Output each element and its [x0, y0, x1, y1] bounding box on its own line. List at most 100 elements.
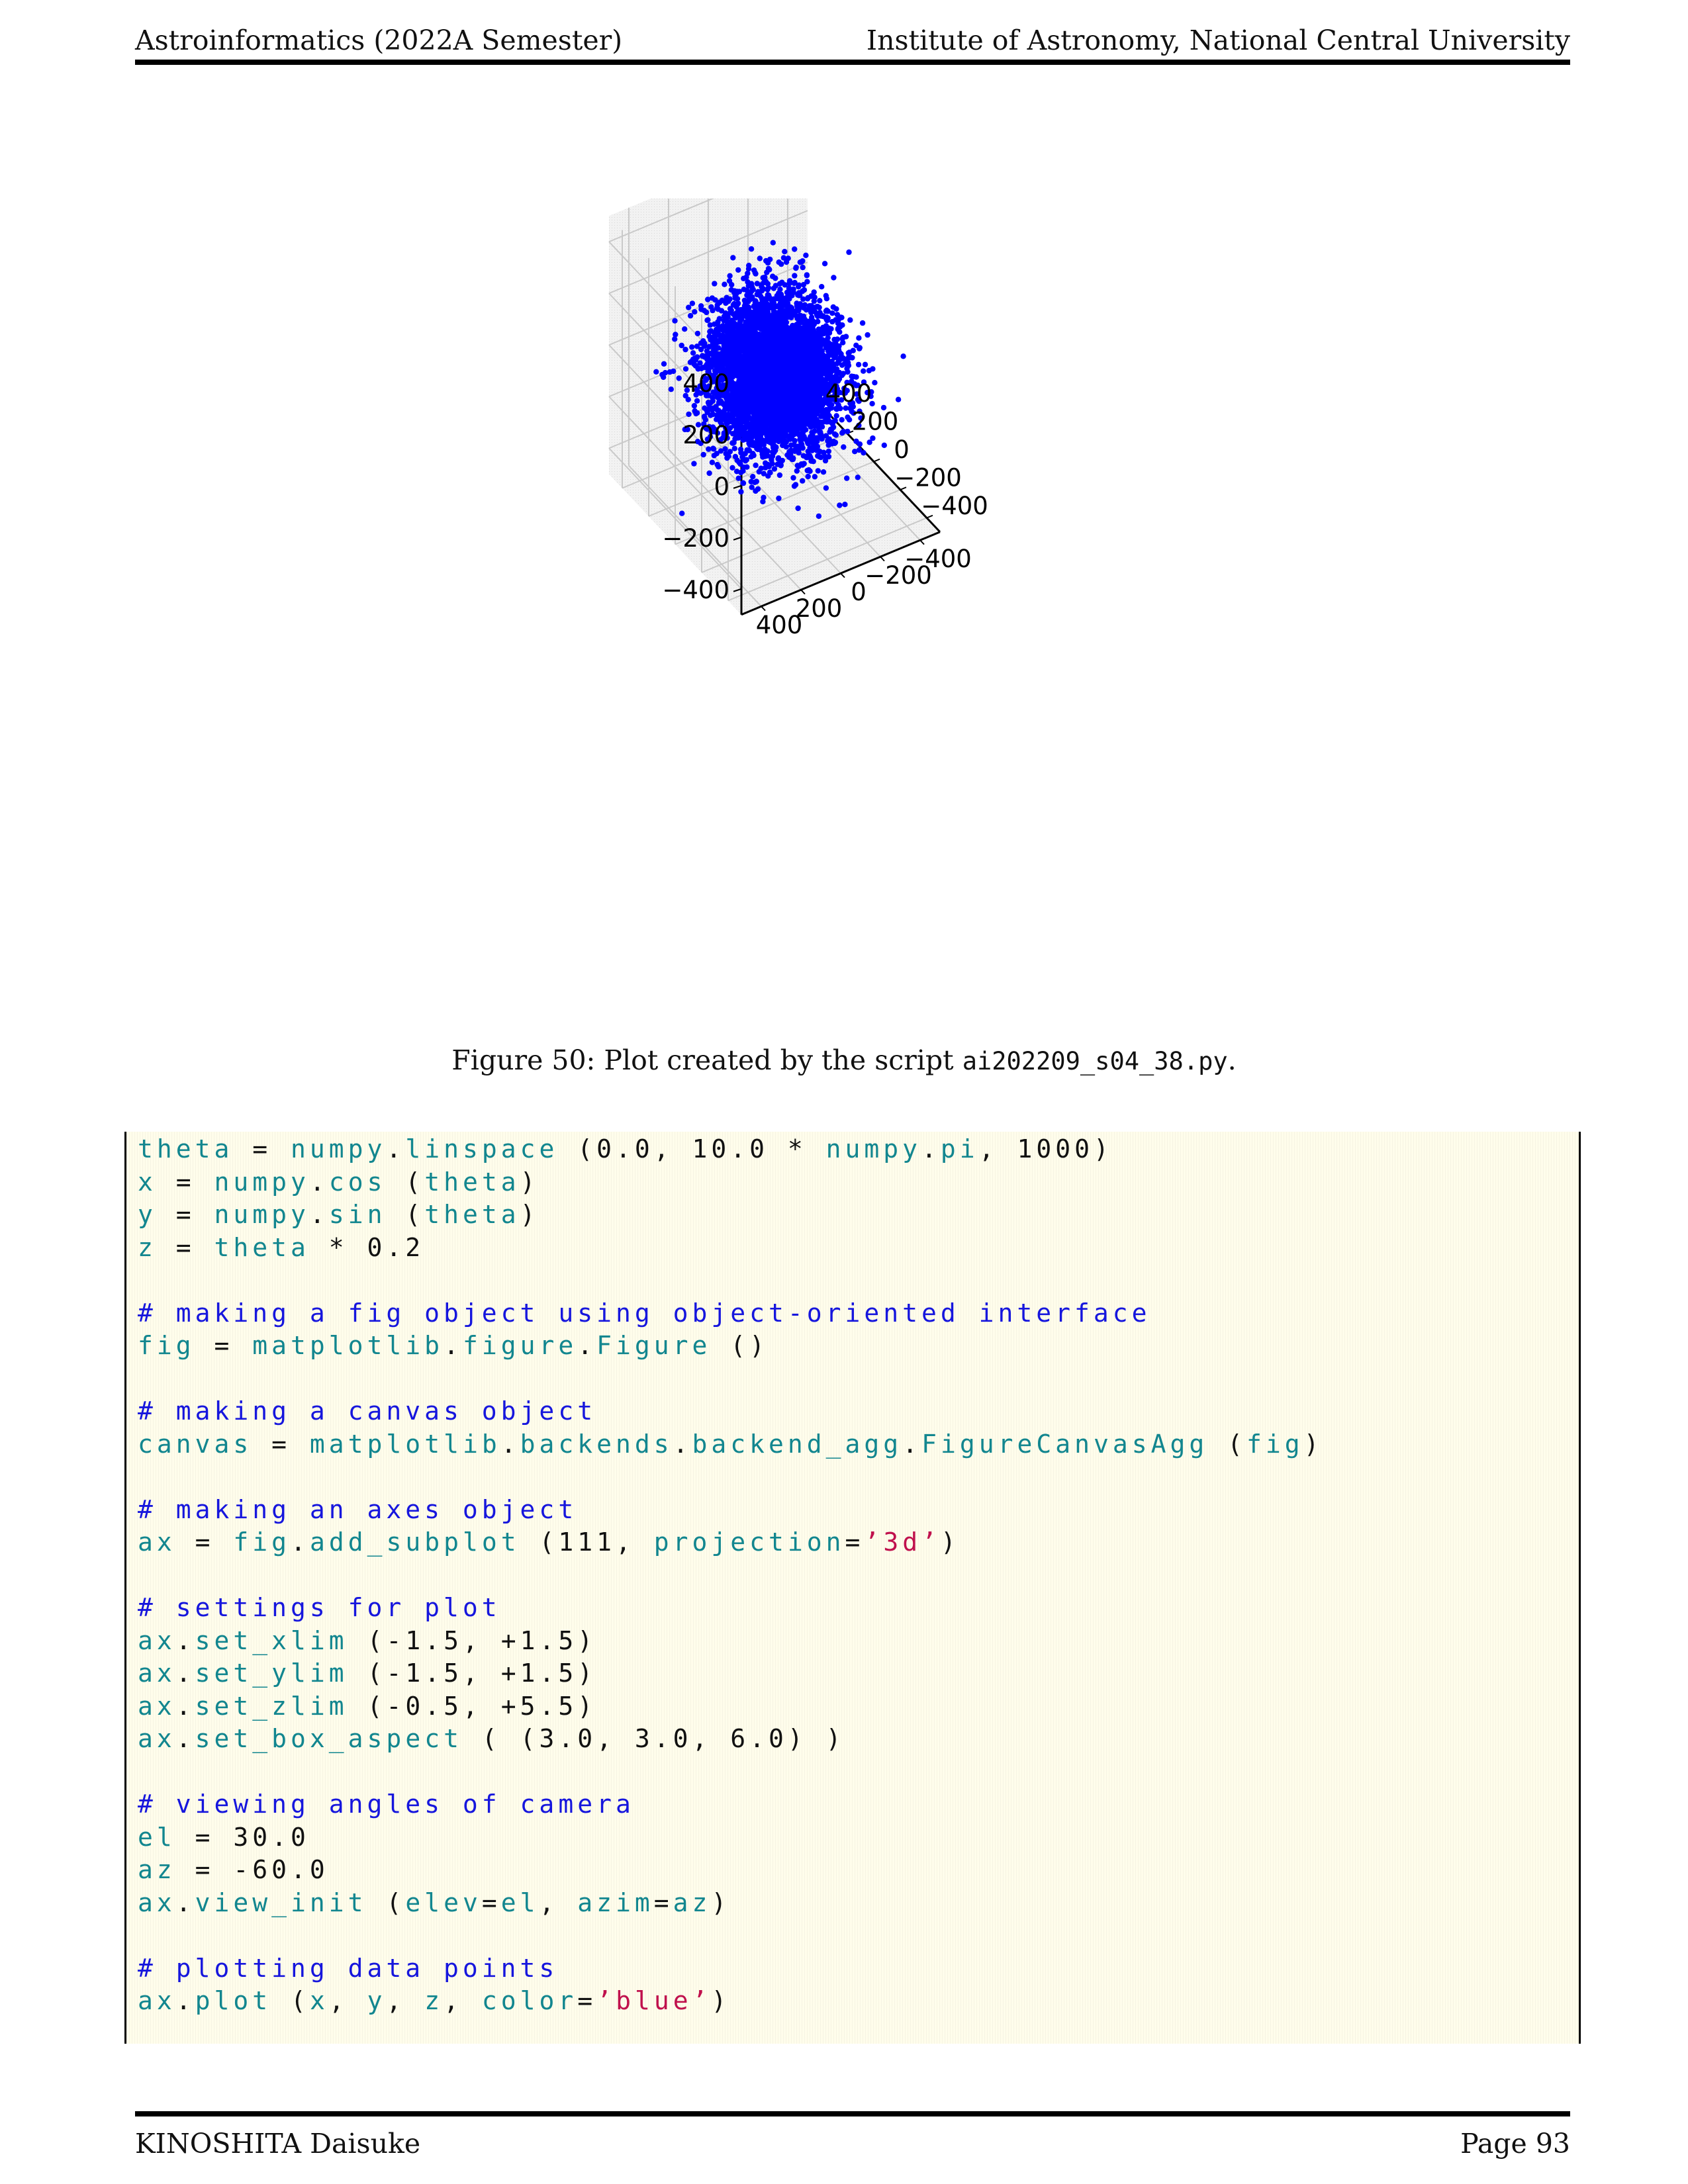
data-point — [753, 271, 759, 277]
data-point — [799, 373, 805, 379]
data-point — [682, 366, 689, 372]
data-point — [726, 453, 731, 459]
data-point — [793, 359, 799, 365]
data-point — [782, 428, 788, 435]
data-point — [724, 420, 730, 426]
data-point — [757, 365, 763, 371]
data-point — [792, 324, 798, 330]
data-point — [805, 473, 811, 480]
data-point — [797, 391, 804, 397]
data-point — [769, 340, 775, 345]
data-point — [726, 342, 732, 348]
data-point — [739, 306, 745, 313]
data-point — [750, 394, 756, 400]
data-point — [773, 370, 778, 376]
data-point — [806, 404, 812, 410]
data-point — [858, 415, 864, 421]
data-point — [794, 400, 800, 406]
data-point — [795, 292, 801, 298]
data-point — [741, 395, 747, 401]
data-point — [782, 398, 788, 404]
data-point — [747, 347, 753, 353]
data-point — [836, 316, 843, 322]
data-point — [818, 454, 823, 461]
data-point — [749, 334, 756, 340]
data-point — [772, 347, 778, 353]
data-point — [748, 478, 754, 484]
data-point — [672, 336, 678, 342]
data-point — [770, 240, 776, 246]
header-rule — [135, 60, 1570, 65]
running-header-course: Astroinformatics (2022A Semester) — [135, 24, 623, 56]
data-point — [733, 353, 739, 360]
data-point — [818, 414, 824, 420]
x-tick-mark — [800, 589, 806, 595]
data-point — [777, 287, 783, 293]
data-point — [774, 323, 780, 329]
data-point — [698, 340, 704, 346]
data-point — [804, 279, 810, 285]
data-point — [844, 475, 850, 481]
data-point — [790, 475, 796, 481]
data-point — [698, 303, 704, 309]
data-point — [768, 314, 774, 321]
data-point — [679, 342, 684, 349]
data-point — [744, 292, 750, 298]
data-point — [733, 469, 740, 475]
data-point — [784, 293, 791, 299]
data-point — [710, 340, 716, 346]
data-point — [735, 328, 741, 334]
data-point — [832, 439, 839, 445]
data-point — [816, 513, 822, 520]
data-point — [822, 392, 829, 398]
data-point — [830, 383, 836, 389]
data-point — [735, 435, 741, 441]
data-point — [710, 405, 716, 412]
data-point — [833, 340, 839, 346]
data-point — [800, 478, 806, 484]
data-point — [814, 303, 821, 310]
data-point — [852, 449, 858, 455]
data-point — [791, 280, 797, 287]
data-point — [795, 328, 801, 334]
data-point — [737, 400, 743, 406]
data-point — [706, 446, 712, 452]
data-point — [849, 400, 855, 406]
data-point — [706, 368, 712, 374]
data-point — [806, 343, 812, 349]
data-point — [781, 416, 787, 423]
data-point — [802, 382, 808, 388]
data-point — [800, 453, 806, 459]
data-point — [747, 357, 753, 363]
data-point — [812, 407, 818, 413]
data-point — [741, 424, 747, 430]
data-point — [775, 396, 781, 402]
data-point — [741, 340, 747, 346]
data-point — [747, 328, 753, 334]
data-point — [845, 428, 851, 435]
data-point — [821, 331, 827, 337]
data-point — [765, 473, 771, 479]
data-point — [822, 457, 829, 464]
data-point — [782, 249, 788, 255]
data-point — [685, 396, 691, 402]
data-point — [798, 352, 804, 359]
data-point — [796, 365, 802, 371]
data-point — [776, 472, 783, 478]
data-point — [753, 358, 759, 364]
data-point — [825, 448, 831, 455]
data-point — [792, 308, 799, 314]
data-point — [798, 336, 804, 341]
data-point — [761, 494, 767, 500]
data-point — [846, 417, 853, 423]
data-point — [839, 417, 845, 423]
data-point — [811, 367, 817, 373]
data-point — [717, 375, 723, 382]
data-point — [750, 401, 756, 407]
data-point — [818, 313, 824, 319]
data-point — [704, 309, 710, 316]
data-point — [868, 393, 874, 399]
data-point — [792, 273, 798, 279]
data-point — [727, 306, 733, 312]
data-point — [786, 332, 792, 338]
